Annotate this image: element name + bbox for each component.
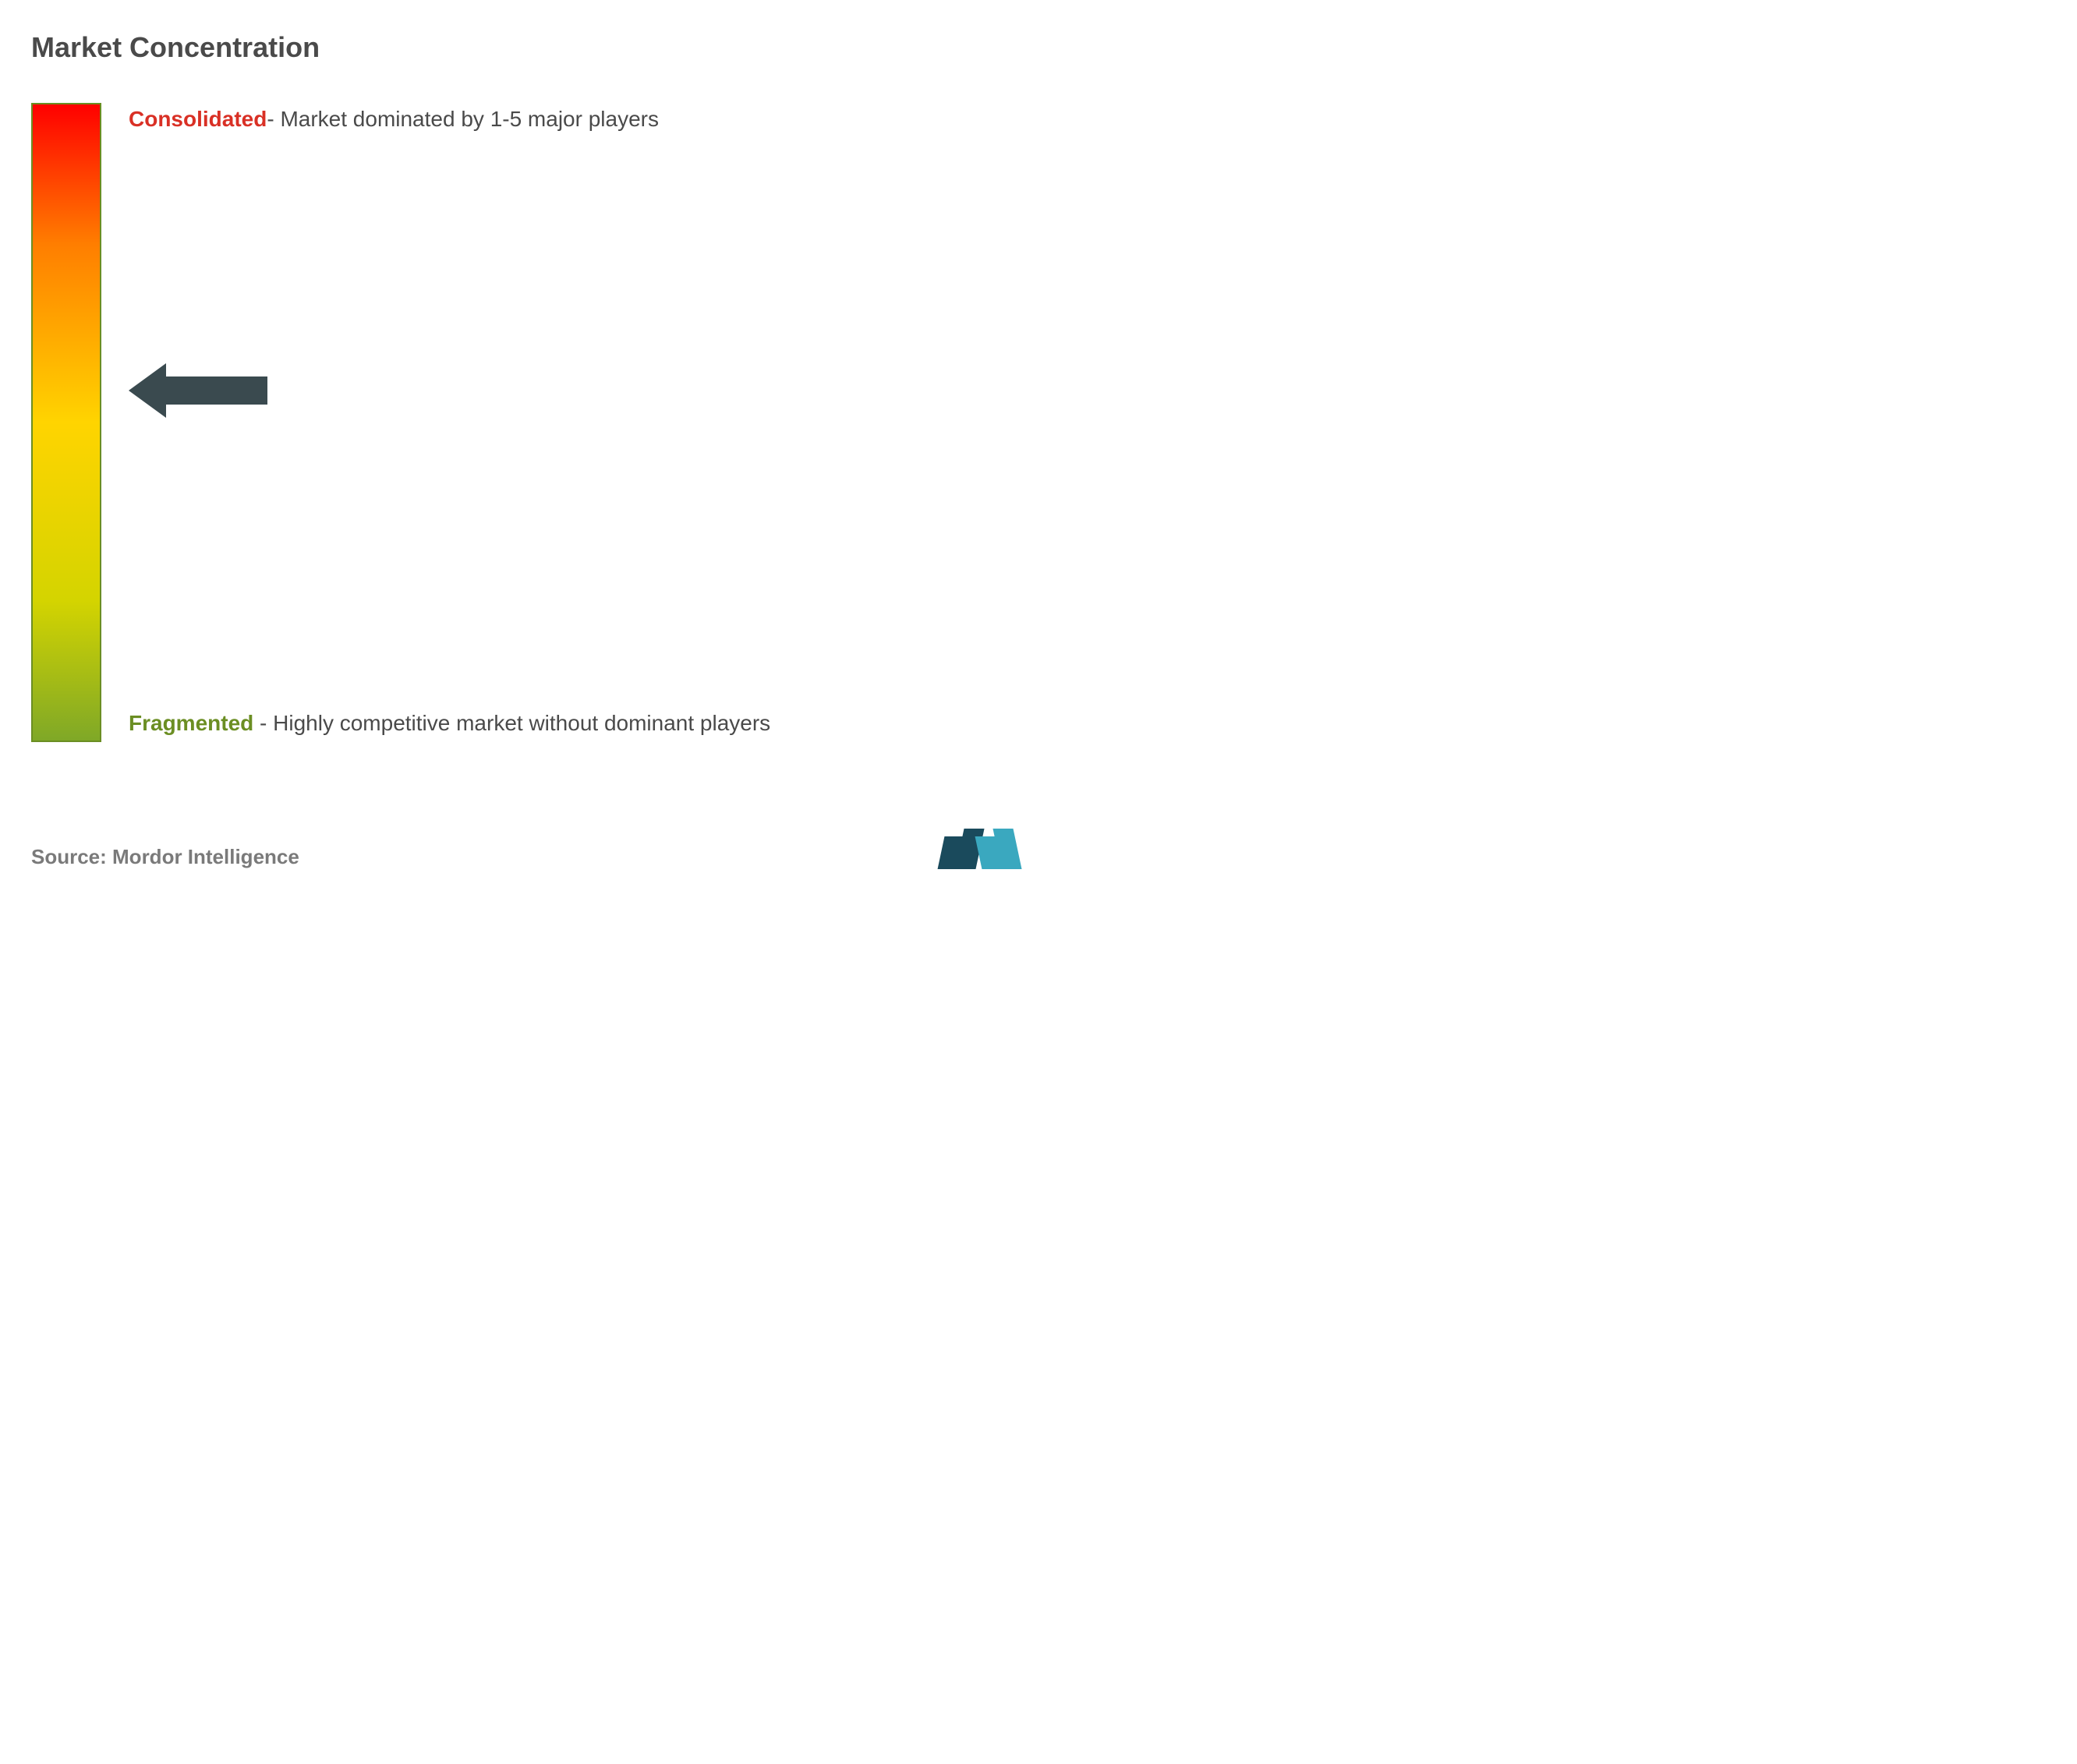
infographic-container: Market Concentration Consolidated- Marke… bbox=[31, 31, 1017, 869]
fragmented-highlight: Fragmented bbox=[129, 711, 253, 735]
source-text: Source: Mordor Intelligence bbox=[31, 845, 299, 869]
labels-column: Consolidated- Market dominated by 1-5 ma… bbox=[129, 103, 1017, 742]
concentration-gradient-bar bbox=[31, 103, 101, 742]
fragmented-desc: - Highly competitive market without domi… bbox=[253, 711, 770, 735]
arrow-left-icon bbox=[129, 363, 267, 418]
position-marker-arrow bbox=[129, 363, 267, 422]
consolidated-label: Consolidated- Market dominated by 1-5 ma… bbox=[129, 103, 986, 136]
title: Market Concentration bbox=[31, 31, 1017, 64]
content-area: Consolidated- Market dominated by 1-5 ma… bbox=[31, 103, 1017, 742]
brand-logo bbox=[944, 829, 1017, 869]
consolidated-desc: - Market dominated by 1-5 major players bbox=[267, 107, 659, 131]
gradient-fill bbox=[31, 103, 101, 742]
footer: Source: Mordor Intelligence bbox=[31, 829, 1017, 869]
fragmented-label: Fragmented - Highly competitive market w… bbox=[129, 705, 986, 742]
consolidated-highlight: Consolidated bbox=[129, 107, 267, 131]
